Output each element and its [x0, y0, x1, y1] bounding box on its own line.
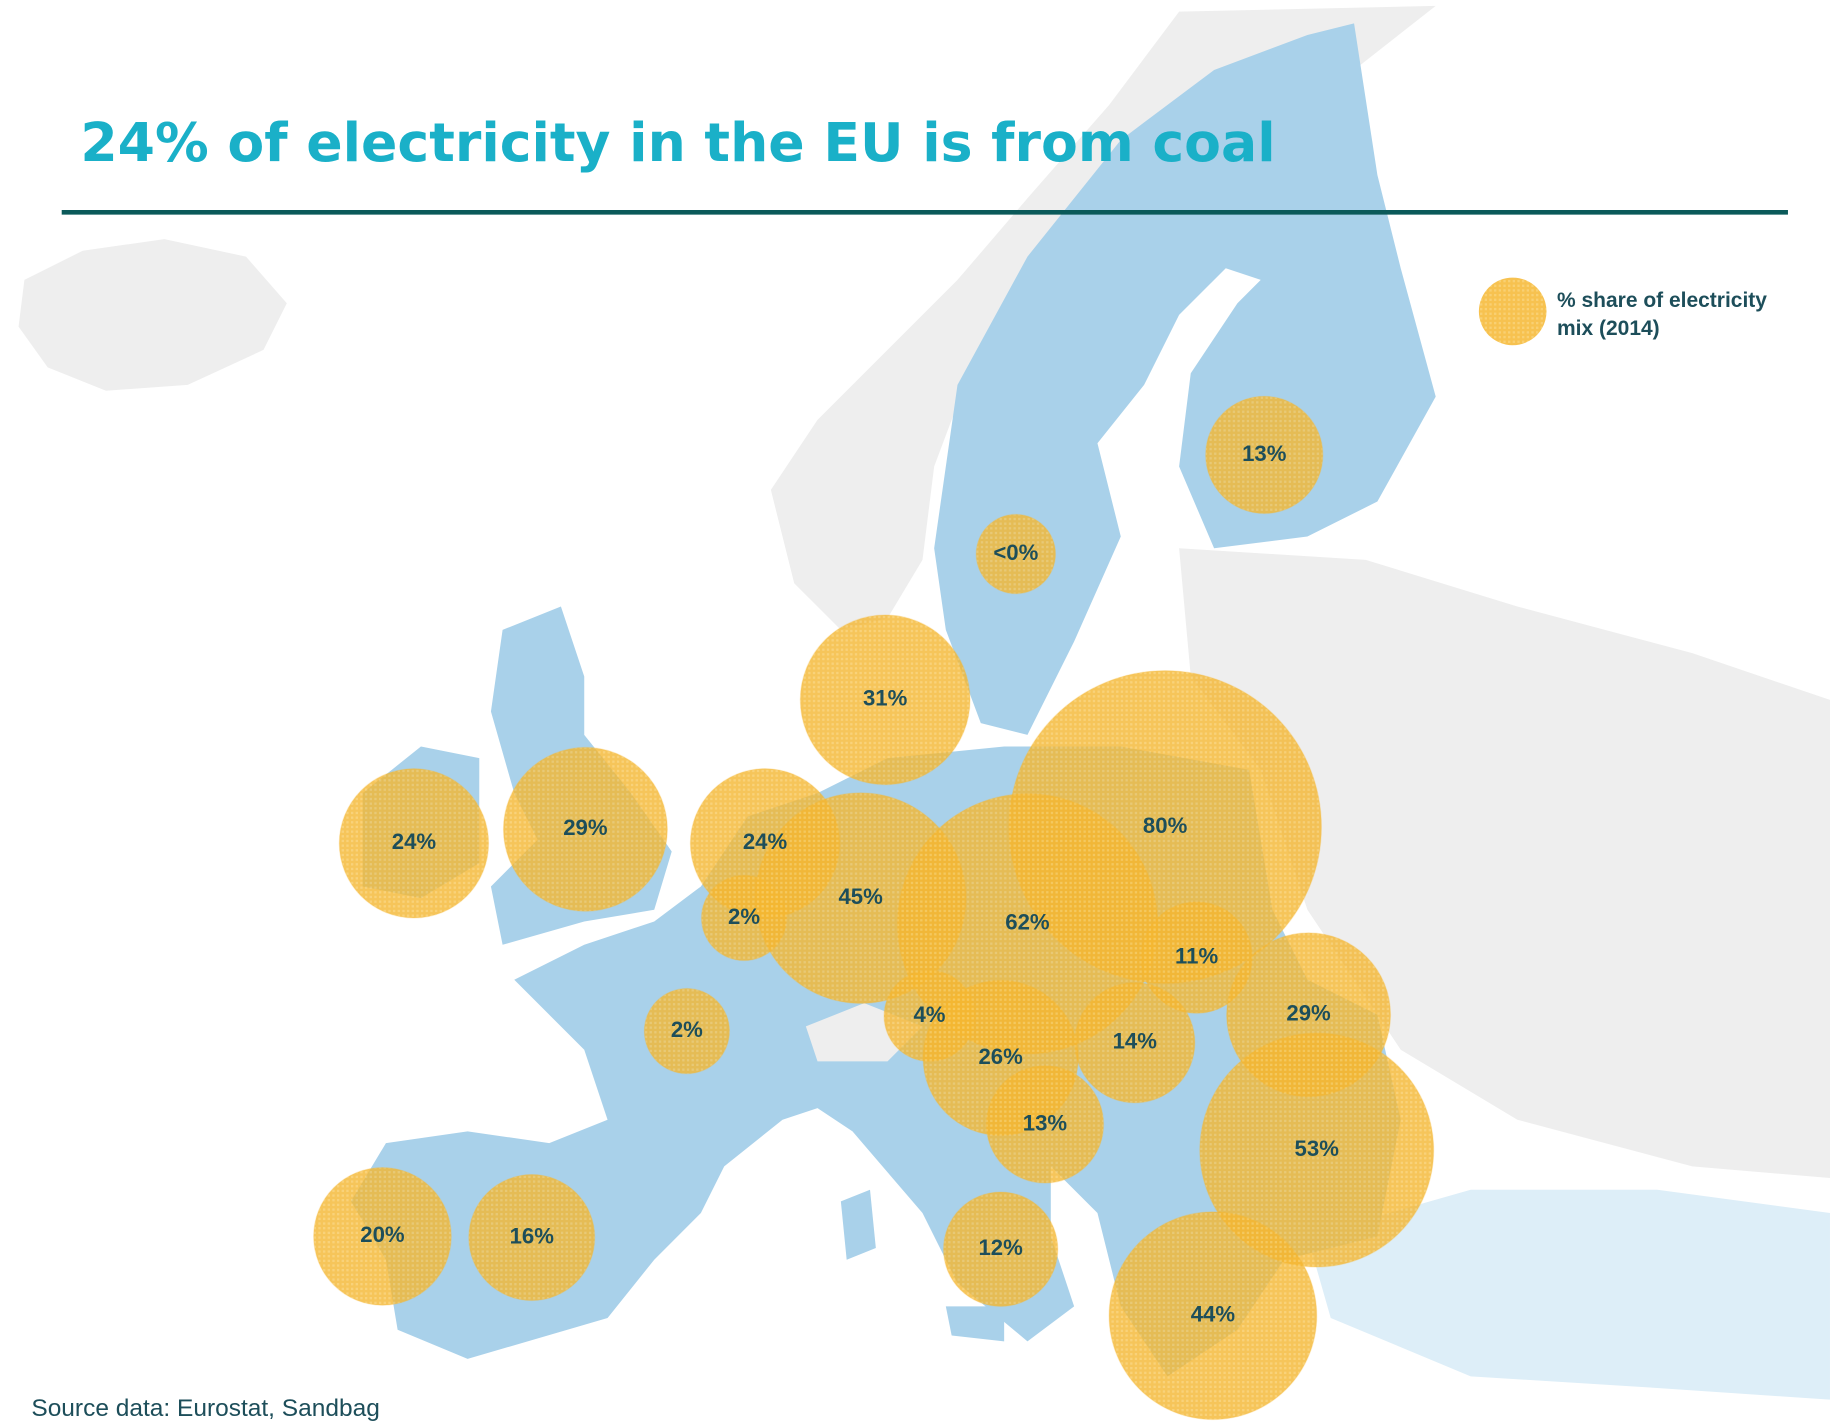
- bubble: [799, 614, 971, 786]
- bubble: [985, 1065, 1105, 1184]
- bubble-label: 80%: [1143, 813, 1188, 838]
- bubble: [468, 1173, 596, 1302]
- bubble: [942, 1191, 1059, 1307]
- bubble: [975, 513, 1057, 595]
- bubble-label: 12%: [978, 1235, 1023, 1260]
- bubble-label: 53%: [1295, 1136, 1340, 1161]
- bubble-label: 14%: [1113, 1029, 1158, 1054]
- bubble-circles: [313, 395, 1435, 1421]
- bubble-label: 4%: [913, 1002, 945, 1027]
- bubble-label: <0%: [993, 540, 1038, 565]
- bubble-label: 2%: [671, 1017, 703, 1042]
- legend-text: mix (2014): [1557, 317, 1660, 340]
- bubble-label: 29%: [563, 815, 608, 840]
- bubble: [1205, 395, 1324, 515]
- bubble: [338, 768, 490, 919]
- bubble-label: 29%: [1286, 1001, 1331, 1026]
- bubble-label: 24%: [743, 829, 788, 854]
- bubble-labels: 13% <0% 31% 24% 29% 24% 2% 45% 80% 62% 11% 2% 4% 26% 1…: [360, 441, 1339, 1327]
- source: Source data: Eurostat, Sandbag: [31, 1395, 379, 1422]
- bubble-label: 2%: [728, 904, 760, 929]
- bubble-label: 16%: [510, 1223, 555, 1248]
- title: 24% of electricity in the EU is from coa…: [80, 111, 1275, 174]
- bubble: [643, 987, 731, 1075]
- bubble: [1199, 1032, 1435, 1268]
- bubble-label: 62%: [1005, 910, 1050, 935]
- bubble-label: 13%: [1023, 1110, 1068, 1135]
- bubble-label: 13%: [1242, 441, 1287, 466]
- legend-swatch: [1478, 277, 1547, 346]
- bubble-label: 20%: [360, 1222, 405, 1247]
- bubble: [1108, 1211, 1318, 1421]
- bubble-label: 31%: [863, 686, 908, 711]
- bubble-label: 45%: [838, 884, 883, 909]
- bubble-label: 44%: [1191, 1302, 1236, 1327]
- bubble: [502, 746, 668, 912]
- bubble: [313, 1166, 452, 1306]
- bubble: [1074, 982, 1196, 1104]
- bubbles: 13% <0% 31% 24% 29% 24% 2% 45% 80% 62% 11% 2% 4% 26% 1…: [313, 395, 1435, 1421]
- bubble-label: 24%: [392, 829, 437, 854]
- bubble-label: 11%: [1175, 943, 1218, 968]
- bubble-label: 26%: [978, 1044, 1023, 1069]
- legend-text: % share of electricity: [1557, 289, 1767, 312]
